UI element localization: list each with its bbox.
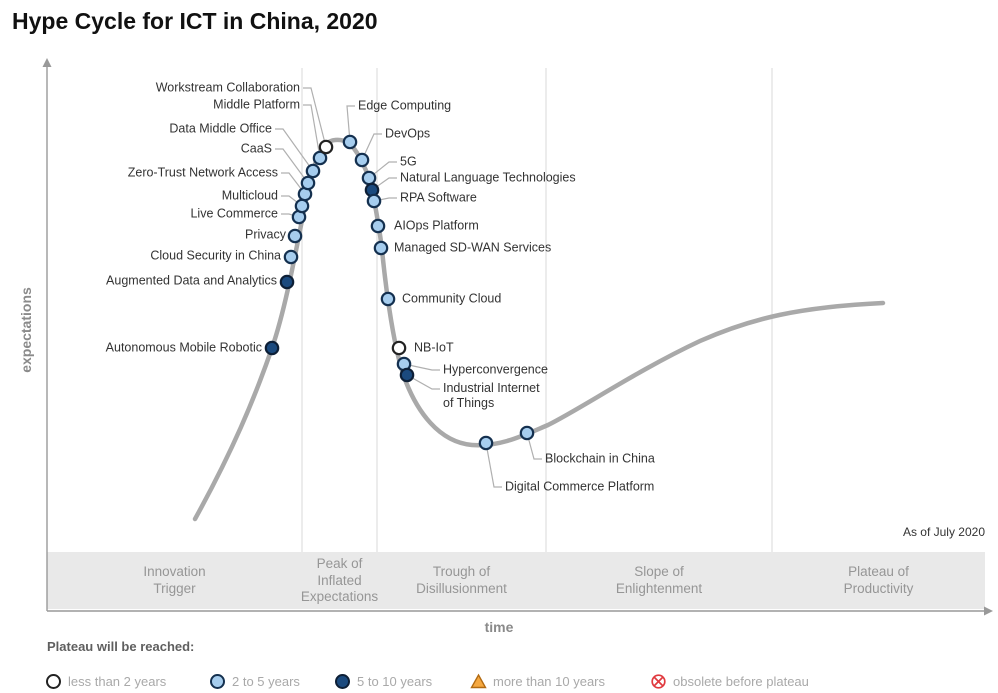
data-point	[354, 152, 370, 168]
point-label: Zero-Trust Network Access	[127, 165, 278, 180]
connector-line	[281, 172, 306, 195]
point-label: Edge Computing	[358, 98, 452, 113]
data-point	[478, 435, 494, 451]
connector-line	[526, 432, 542, 460]
legend-item: less than 2 years	[45, 672, 166, 690]
phase-label: Innovation Trigger	[143, 564, 206, 596]
point-label: NB-IoT	[414, 340, 454, 355]
more-than-10-years-icon	[470, 673, 487, 690]
data-point	[300, 175, 316, 191]
legend-heading: Plateau will be reached:	[47, 639, 195, 654]
page-title: Hype Cycle for ICT in China, 2020	[12, 8, 378, 34]
data-point	[370, 218, 386, 234]
point-label: RPA Software	[400, 190, 477, 205]
legend-item: obsolete before plateau	[650, 672, 809, 690]
data-point	[366, 193, 382, 209]
point-label: DevOps	[385, 126, 431, 141]
2-to-5-years-icon	[209, 673, 226, 690]
point-label: Cloud Security in China	[150, 248, 281, 263]
legend-item: more than 10 years	[470, 672, 605, 690]
legend-item-label: 5 to 10 years	[357, 673, 433, 689]
legend-item-label: more than 10 years	[493, 673, 606, 689]
hype-curve	[192, 137, 886, 522]
point-label: CaaS	[240, 141, 272, 156]
data-point	[399, 367, 415, 383]
point-label: Natural Language Technologies	[400, 170, 576, 185]
connector-line	[275, 128, 314, 172]
phase-band	[47, 552, 985, 609]
connector-line	[485, 442, 502, 488]
point-label: Industrial Internet of Things	[443, 381, 540, 410]
connector-line	[303, 104, 321, 159]
obsolete-before-plateau-icon	[650, 673, 667, 690]
legend-item: 2 to 5 years	[209, 672, 300, 690]
point-label: Middle Platform	[213, 97, 300, 112]
less-than-2-years-icon	[45, 673, 62, 690]
point-label: Data Middle Office	[169, 121, 272, 136]
data-point	[519, 425, 535, 441]
data-point	[373, 240, 389, 256]
connector-line	[303, 87, 327, 148]
connector-line	[361, 133, 382, 161]
y-axis-arrow-icon	[42, 58, 52, 67]
data-point	[342, 134, 358, 150]
point-label: Blockchain in China	[545, 451, 655, 466]
point-label: 5G	[400, 154, 417, 169]
x-axis-arrow-icon	[984, 606, 993, 616]
connector-line	[368, 161, 397, 179]
phase-label: Plateau of Productivity	[843, 564, 914, 596]
point-label: Hyperconvergence	[443, 362, 548, 377]
as-of-date: As of July 2020	[902, 525, 985, 539]
point-label: Managed SD-WAN Services	[394, 240, 552, 255]
phase-label: Trough of Disillusionment	[416, 564, 507, 596]
legend-item-label: less than 2 years	[68, 673, 167, 689]
data-point	[361, 170, 377, 186]
legend-item-label: 2 to 5 years	[232, 673, 300, 689]
point-label: Autonomous Mobile Robotic	[105, 340, 262, 355]
data-point	[380, 291, 396, 307]
point-label: Privacy	[245, 227, 286, 242]
phase-label: Peak of Inflated Expectations	[300, 555, 379, 605]
data-point	[312, 150, 328, 166]
point-label: AIOps Platform	[394, 218, 479, 233]
data-point	[294, 198, 310, 214]
data-point	[264, 340, 280, 356]
legend-item-label: obsolete before plateau	[673, 673, 809, 689]
connector-line	[403, 363, 440, 371]
data-point	[283, 249, 299, 265]
5-to-10-years-icon	[334, 673, 351, 690]
data-point	[279, 274, 295, 290]
connector-line	[346, 105, 355, 143]
point-label: Digital Commerce Platform	[505, 479, 655, 494]
point-label: Live Commerce	[190, 206, 278, 221]
phase-label: Slope of Enlightenment	[615, 564, 703, 596]
y-axis-label: expectations	[18, 287, 34, 373]
legend-item: 5 to 10 years	[334, 672, 432, 690]
data-point	[318, 139, 334, 155]
connector-line	[406, 374, 440, 390]
x-axis-label: time	[484, 619, 514, 635]
connector-line	[275, 148, 309, 184]
point-label: Multicloud	[221, 188, 278, 203]
point-label: Augmented Data and Analytics	[106, 273, 277, 288]
data-point	[287, 228, 303, 244]
point-label: Community Cloud	[402, 291, 502, 306]
data-point	[391, 340, 407, 356]
data-point	[305, 163, 321, 179]
point-label: Workstream Collaboration	[155, 80, 300, 95]
